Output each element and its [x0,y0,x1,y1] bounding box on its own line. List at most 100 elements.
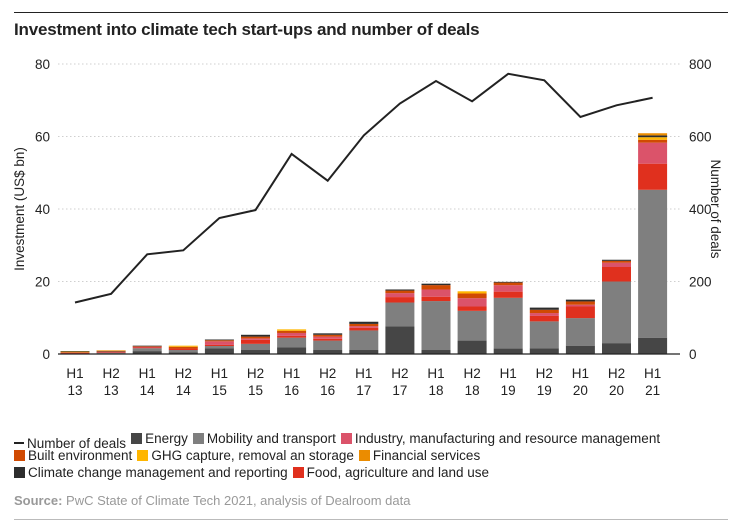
bar-segment [421,350,451,354]
bar-segment [493,291,523,298]
bar-segment [565,306,595,319]
x-tick-label: H1 [139,366,156,381]
y-tick-label-right: 200 [689,275,712,290]
x-tick-label: H2 [391,366,408,381]
x-tick-label: H1 [500,366,517,381]
bar-segment [349,350,379,354]
legend-label: GHG capture, removal an storage [151,448,354,463]
bar-segment [132,347,162,349]
bar-segment [602,259,631,261]
bar-segment [241,339,270,344]
y-tick-label-right: 400 [689,202,712,217]
bar-segment [349,321,379,324]
bar-segment [421,296,451,302]
x-tick-label: H1 [427,366,444,381]
bar-segment [385,326,415,354]
bar-segment [277,347,307,354]
x-tick-label: H1 [355,366,372,381]
y-tick-label-right: 0 [689,347,697,362]
bar-segment [529,315,559,322]
x-tick-label: H1 [66,366,83,381]
bar-segment [132,348,162,352]
bar-segment [204,344,234,347]
x-tick-label: H1 [211,366,228,381]
bar-segment [313,333,343,335]
bar-segment [96,350,126,351]
bar-segment [132,346,162,348]
x-tick-label: 15 [248,383,263,398]
bar-segment [277,330,307,333]
bar-segment [96,351,126,353]
bottom-rule [14,519,728,520]
x-tick-label: 15 [212,383,227,398]
bar-segment [565,304,595,307]
bar-segment [385,302,415,327]
x-tick-label: 14 [140,383,156,398]
bar-segment [96,352,126,353]
bar-segment [277,332,307,336]
bar-segment [241,334,270,337]
bar-segment [638,337,668,354]
chart-title: Investment into climate tech start-ups a… [14,20,480,39]
bar-segment [565,301,595,305]
y-tick-label-left: 40 [35,202,50,217]
x-tick-label: H2 [102,366,119,381]
bar-segment [385,290,415,294]
bar-segment [132,345,162,347]
legend-line-swatch [14,442,24,444]
legend-item: Number of deals [14,435,126,452]
bar-segment [385,293,415,298]
x-tick-label: H1 [644,366,661,381]
bar-segment [60,351,90,352]
bar-segment [204,339,234,341]
source-text: PwC State of Climate Tech 2021, analysis… [66,493,411,508]
bar-segment [529,309,559,314]
bar-segment [241,343,270,351]
x-tick-label: 18 [428,383,443,398]
bar-segment [638,135,668,138]
x-tick-label: 19 [501,383,516,398]
x-tick-label: 16 [284,383,299,398]
bar-segment [313,350,343,354]
legend-label: Number of deals [27,435,127,451]
bar-segment [602,262,631,267]
bar-segment [60,352,90,354]
bar-segment [204,348,234,354]
legend-color-swatch [340,433,352,444]
bar-segment [96,350,126,352]
bar-segment [602,260,631,263]
bar-segment [60,351,90,353]
legend-item: Industry, manufacturing and resource man… [340,430,660,447]
bar-segment [277,337,307,348]
bar-segment [529,321,559,349]
bar-segment [638,133,668,136]
bar-segment [313,334,343,337]
source-label: Source: [14,493,63,508]
bar-segment [168,346,198,349]
bar-segment [602,343,631,354]
bar-segment [529,307,559,310]
bar-segment [313,336,343,339]
legend-label: Mobility and transport [206,431,336,446]
legend-label: Financial services [372,448,481,463]
bar-segment [168,345,198,347]
bar-segment [96,352,126,354]
bar-segment [638,163,668,190]
x-tick-label: 20 [573,383,588,398]
bar-segment [529,348,559,354]
x-tick-label: H2 [608,366,625,381]
legend-color-swatch [137,450,149,461]
bar-segment [457,306,487,311]
bar-segment [349,323,379,327]
bar-segment [96,351,126,352]
bar-segment [457,291,487,294]
bar-segment [565,345,595,354]
bar-segment [204,346,234,349]
legend-color-swatch [14,467,25,478]
y-tick-label-left: 60 [35,130,50,145]
x-tick-label: H2 [319,366,336,381]
x-tick-label: 13 [104,383,119,398]
legend-item: Energy [131,430,188,447]
x-tick-label: 17 [356,383,371,398]
